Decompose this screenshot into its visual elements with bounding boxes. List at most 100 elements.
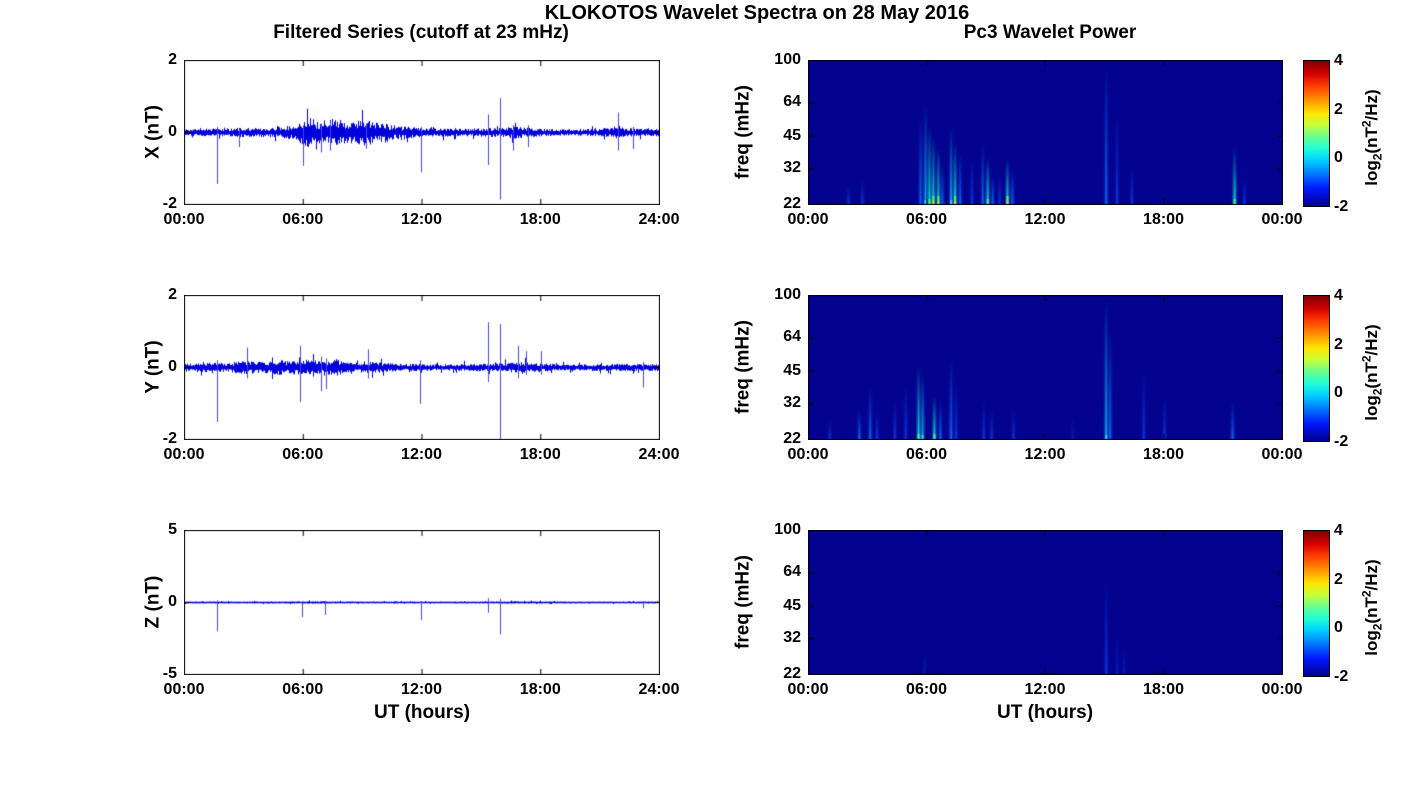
colorbar-tick-label: 0 — [1334, 384, 1343, 402]
colorbar-label-text: /Hz) — [1362, 89, 1382, 121]
x-tick-label: 18:00 — [1143, 211, 1184, 228]
y-tick-label: 2 — [168, 286, 177, 303]
y-tick-label: 45 — [783, 596, 801, 614]
y-tick-label: 2 — [168, 51, 177, 68]
colorbar-label-sup: 2 — [1359, 355, 1374, 363]
x-tick-label: 00:00 — [1261, 446, 1303, 463]
colorbar-label-sub: 2 — [1370, 623, 1385, 631]
y-tick-label: 0 — [168, 358, 177, 375]
panel-x-wavelet-power: 00:00 06:00 12:00 18:00 00:00 100 64 45 32 22 — [774, 52, 1302, 228]
x-tick-label: 06:00 — [282, 211, 324, 228]
colorbar-label-sup: 2 — [1359, 120, 1374, 128]
y-tick-label: 5 — [168, 521, 177, 538]
x-tick-label: 06:00 — [906, 681, 947, 698]
colorbar-label-text: /Hz) — [1362, 324, 1382, 356]
x-axis-label-right: UT (hours) — [996, 702, 1094, 723]
colorbar-tick-label: 4 — [1334, 52, 1343, 69]
y-tick-label: 45 — [783, 361, 801, 379]
freq-axis-label-3: freq (mHz) — [732, 555, 754, 649]
colorbar-label-text: log — [1362, 160, 1382, 186]
x-tick-label: 06:00 — [282, 681, 324, 698]
y-tick-label: 32 — [783, 629, 801, 647]
y-tick-label: -2 — [162, 195, 177, 212]
x-tick-label: 00:00 — [1261, 211, 1303, 228]
colorbar-tick-label: 4 — [1334, 522, 1343, 539]
colorbar-tick-label: 2 — [1334, 570, 1343, 588]
colorbar-2: 4 2 0 -2 — [1303, 288, 1348, 450]
y-tick-label: 64 — [783, 328, 801, 346]
colorbar-label-sub: 2 — [1370, 153, 1385, 161]
y-tick-label: 22 — [783, 430, 801, 447]
y-tick-label: 22 — [783, 665, 801, 682]
x-tick-label: 00:00 — [787, 681, 829, 698]
x-tick-label: 12:00 — [1024, 681, 1066, 698]
colorbar-label-text: log — [1362, 395, 1382, 421]
x-tick-label: 00:00 — [163, 681, 205, 698]
y-tick-label: 32 — [783, 159, 801, 177]
y-tick-label: 64 — [783, 563, 801, 581]
freq-axis-label-2: freq (mHz) — [732, 320, 754, 414]
colorbar-label-1: log2(nT2/Hz) — [1356, 58, 1387, 218]
colorbar-3: 4 2 0 -2 — [1303, 523, 1348, 685]
colorbar-label-text: (nT — [1362, 127, 1382, 154]
colorbar-label-sup: 2 — [1359, 590, 1374, 598]
y-timeseries-plot — [184, 295, 660, 440]
x-tick-label: 00:00 — [163, 446, 205, 463]
colorbar-tick-label: 0 — [1334, 149, 1343, 167]
y-tick-label: 100 — [774, 51, 801, 68]
x-tick-label: 12:00 — [401, 446, 442, 463]
y-axis-label-z: Z (nT) — [142, 575, 164, 629]
figure-title: KLOKOTOS Wavelet Spectra on 28 May 2016 — [544, 2, 970, 24]
x-tick-label: 24:00 — [638, 681, 680, 698]
panel-x-filtered-series: 00:00 06:00 12:00 18:00 24:00 2 0 -2 — [163, 52, 680, 228]
colorbar-tick-label: -2 — [1334, 198, 1349, 215]
x-tick-label: 00:00 — [163, 211, 205, 228]
colorbar-tick-label: -2 — [1334, 668, 1349, 685]
colorbar-label-text: (nT — [1362, 362, 1382, 389]
x-tick-label: 18:00 — [1143, 446, 1184, 463]
colorbar-label-2: log2(nT2/Hz) — [1356, 293, 1387, 453]
freq-axis-label-1: freq (mHz) — [732, 85, 754, 179]
x-tick-label: 12:00 — [1024, 446, 1066, 463]
y-spectrogram-plot — [808, 295, 1283, 440]
x-tick-label: 00:00 — [1261, 681, 1303, 698]
y-axis-label-y: Y (nT) — [142, 340, 164, 394]
x-tick-label: 12:00 — [401, 681, 442, 698]
x-tick-label: 18:00 — [519, 211, 561, 228]
x-tick-label: 24:00 — [638, 446, 680, 463]
colorbar-tick-label: 0 — [1334, 619, 1343, 637]
x-axis-label-left: UT (hours) — [373, 702, 471, 723]
right-column-title: Pc3 Wavelet Power — [963, 22, 1137, 43]
colorbar-tick-label: 4 — [1334, 287, 1343, 304]
y-tick-label: 0 — [168, 123, 177, 140]
panel-y-filtered-series: 00:00 06:00 12:00 18:00 24:00 2 0 -2 — [163, 287, 680, 463]
y-tick-label: 64 — [783, 93, 801, 111]
colorbar-label-sub: 2 — [1370, 388, 1385, 396]
colorbar-label-3: log2(nT2/Hz) — [1356, 528, 1387, 688]
panel-z-wavelet-power: 00:00 06:00 12:00 18:00 00:00 100 64 45 32 22 — [774, 522, 1302, 698]
x-tick-label: 18:00 — [519, 681, 561, 698]
panel-y-wavelet-power: 00:00 06:00 12:00 18:00 00:00 100 64 45 32 22 — [774, 287, 1302, 463]
colorbar-1: 4 2 0 -2 — [1303, 53, 1348, 215]
z-timeseries-plot — [184, 530, 660, 675]
y-tick-label: -5 — [162, 665, 177, 682]
panel-z-filtered-series: 00:00 06:00 12:00 18:00 24:00 5 0 -5 — [163, 522, 680, 698]
x-tick-label: 00:00 — [787, 211, 829, 228]
colorbar-tick-label: -2 — [1334, 433, 1349, 450]
x-tick-label: 06:00 — [282, 446, 324, 463]
y-tick-label: 32 — [783, 394, 801, 412]
x-timeseries-plot — [184, 60, 660, 205]
x-tick-label: 06:00 — [906, 446, 947, 463]
x-tick-label: 06:00 — [906, 211, 947, 228]
colorbar-tick-label: 2 — [1334, 335, 1343, 353]
z-spectrogram-plot — [808, 530, 1283, 675]
x-tick-label: 18:00 — [1143, 681, 1184, 698]
x-tick-label: 18:00 — [519, 446, 561, 463]
y-tick-label: 0 — [168, 593, 177, 610]
x-tick-label: 24:00 — [638, 211, 680, 228]
y-tick-label: 100 — [774, 521, 801, 538]
y-tick-label: -2 — [162, 430, 177, 447]
x-tick-label: 12:00 — [1024, 211, 1066, 228]
left-column-title: Filtered Series (cutoff at 23 mHz) — [273, 22, 569, 43]
y-tick-label: 100 — [774, 286, 801, 303]
